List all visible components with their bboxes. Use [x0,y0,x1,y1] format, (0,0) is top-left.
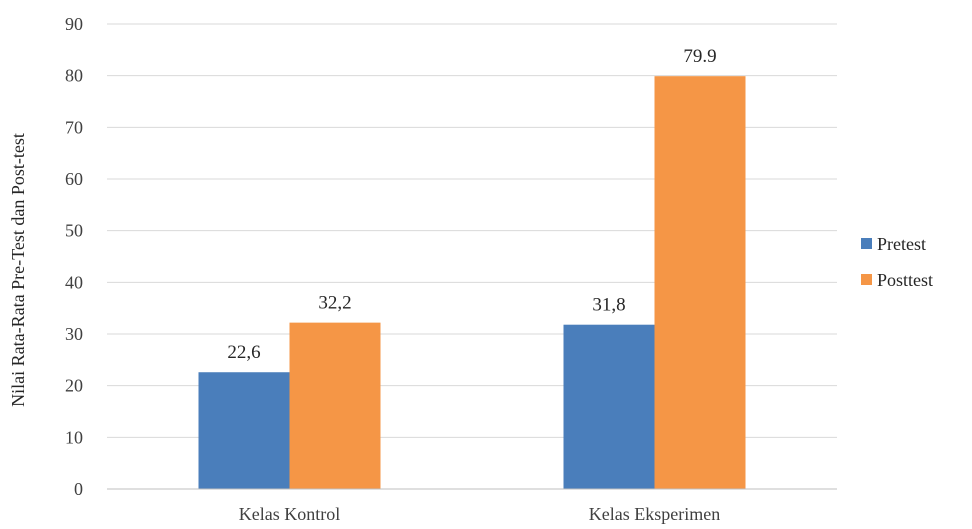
x-category-label: Kelas Eksperimen [589,504,720,524]
y-axis-title: Nilai Rata-Rata Pre-Test dan Post-test [8,133,28,407]
data-label: 79.9 [683,46,716,67]
data-labels: 22,6 32,2 31,8 79.9 [227,46,716,363]
y-tick-label: 0 [74,479,83,499]
y-tick-label: 20 [65,376,83,396]
legend-swatch-pretest [861,238,872,249]
y-tick-label: 10 [65,427,83,447]
data-label: 31,8 [592,295,625,316]
bar-pretest [198,372,290,489]
y-axis-ticks: 0 10 20 30 40 50 60 70 80 90 [65,14,83,499]
legend-label: Posttest [877,270,933,290]
y-tick-label: 30 [65,324,83,344]
y-tick-label: 70 [65,117,83,137]
y-tick-label: 60 [65,169,83,189]
bar-posttest [289,322,381,489]
bar-posttest [654,76,746,489]
data-label: 32,2 [318,293,351,314]
bars [198,76,746,489]
x-category-label: Kelas Kontrol [239,504,340,524]
legend-label: Pretest [877,234,926,254]
x-axis-categories: Kelas Kontrol Kelas Eksperimen [239,504,720,524]
y-tick-label: 80 [65,66,83,86]
bar-pretest [563,324,655,489]
legend-swatch-posttest [861,274,872,285]
y-tick-label: 50 [65,221,83,241]
y-tick-label: 40 [65,272,83,292]
legend: Pretest Posttest [861,234,933,290]
data-label: 22,6 [227,342,260,363]
y-tick-label: 90 [65,14,83,34]
